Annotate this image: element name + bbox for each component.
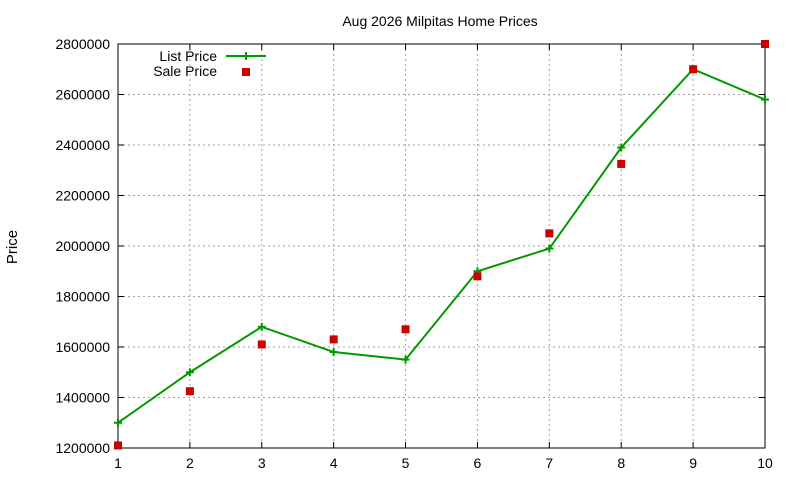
- x-tick-label: 7: [545, 455, 553, 471]
- x-tick-label: 8: [617, 455, 625, 471]
- legend: List Price Sale Price: [153, 48, 266, 79]
- list-price-line: [117, 68, 766, 424]
- list-price-point: [617, 143, 626, 152]
- sale-price-point: [329, 335, 338, 344]
- x-tick-label: 9: [689, 455, 697, 471]
- sale-price-point: [617, 159, 626, 168]
- y-tick-label: 1400000: [55, 390, 110, 406]
- y-tick-label: 1800000: [55, 289, 110, 305]
- y-tick-label: 2600000: [55, 87, 110, 103]
- x-tick-label: 3: [258, 455, 266, 471]
- y-axis-label: Price: [4, 230, 21, 264]
- list-price-point: [257, 322, 266, 331]
- sale-price-point: [545, 229, 554, 238]
- x-tick-label: 5: [402, 455, 410, 471]
- list-price-point: [185, 368, 194, 377]
- x-tick-label: 6: [474, 455, 482, 471]
- y-tick-label: 1600000: [55, 339, 110, 355]
- chart-title: Aug 2026 Milpitas Home Prices: [342, 13, 537, 29]
- grid-lines: [118, 44, 765, 448]
- sale-price-point: [473, 272, 482, 281]
- legend-label-sale-price: Sale Price: [153, 63, 217, 79]
- legend-keys: [226, 52, 266, 76]
- y-tick-label: 2800000: [55, 36, 110, 52]
- x-tick-label: 2: [186, 455, 194, 471]
- x-tick-label: 4: [330, 455, 338, 471]
- sale-price-point: [401, 325, 410, 334]
- list-price-point: [114, 418, 122, 427]
- list-price-point: [545, 244, 554, 253]
- y-tick-label: 1200000: [55, 440, 110, 456]
- legend-key-sale-price-marker: [242, 68, 250, 76]
- list-price-point: [761, 95, 769, 104]
- plot-frame: [117, 43, 766, 449]
- sale-price-point: [114, 441, 122, 450]
- y-tick-label: 2200000: [55, 188, 110, 204]
- legend-label-list-price: List Price: [159, 48, 217, 64]
- legend-key-list-price-marker: [242, 52, 250, 60]
- x-tick-label: 1: [114, 455, 122, 471]
- y-tick-label: 2000000: [55, 238, 110, 254]
- y-tick-label: 2400000: [55, 137, 110, 153]
- list-price-point: [401, 355, 410, 364]
- sale-price-point: [689, 65, 698, 74]
- sale-price-point: [257, 340, 266, 349]
- x-tick-label: 10: [757, 455, 773, 471]
- list-price-point: [329, 348, 338, 357]
- sale-price-point: [185, 387, 194, 396]
- sale-price-point: [761, 40, 769, 48]
- axis-ticks: 1 2 3 4 5 6 7 8 9 10 1200000 1400000 1600000 1800000 2…: [55, 36, 773, 471]
- chart-marks: [114, 40, 769, 450]
